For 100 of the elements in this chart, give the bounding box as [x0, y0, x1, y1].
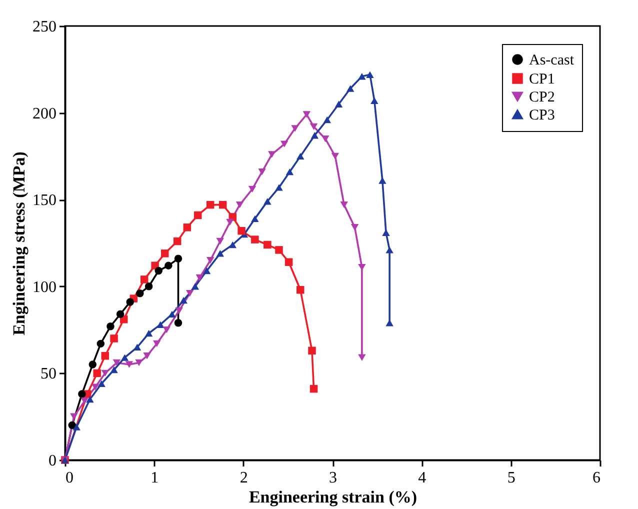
point	[321, 135, 330, 142]
point	[93, 369, 101, 378]
point	[226, 218, 234, 226]
point	[180, 296, 188, 304]
point	[80, 398, 88, 404]
point	[248, 186, 256, 193]
legend-label: CP1	[529, 72, 555, 88]
point	[175, 307, 184, 314]
point	[98, 380, 106, 387]
point	[296, 152, 304, 160]
point	[174, 318, 182, 327]
point	[70, 413, 78, 420]
point	[340, 201, 348, 208]
x-tick-label: 0	[66, 470, 74, 486]
point	[275, 184, 283, 191]
point	[216, 238, 224, 245]
point	[183, 224, 192, 232]
x-tick-label: 5	[507, 470, 516, 486]
point	[86, 396, 94, 403]
point	[136, 289, 144, 298]
point	[186, 290, 194, 297]
point	[268, 151, 276, 158]
x-axis-title: Engineering strain (%)	[248, 488, 418, 506]
point	[382, 229, 390, 236]
point	[72, 424, 80, 430]
point	[135, 359, 143, 366]
y-tick-label: 150	[32, 192, 56, 210]
point	[286, 168, 294, 176]
point	[143, 352, 151, 360]
point	[133, 344, 142, 351]
point	[160, 250, 169, 258]
point	[296, 286, 304, 294]
point	[110, 334, 118, 342]
point	[196, 274, 204, 282]
y-tick-label: 250	[32, 18, 56, 36]
x-tick-label: 3	[329, 470, 337, 486]
point	[302, 111, 311, 118]
point	[284, 258, 293, 266]
y-tick-label: 200	[32, 105, 56, 122]
point	[206, 200, 214, 209]
point	[110, 366, 118, 374]
point	[144, 282, 153, 290]
point	[258, 168, 266, 176]
point	[216, 250, 224, 257]
point	[275, 246, 283, 254]
point	[310, 384, 318, 393]
point	[350, 224, 359, 231]
point	[218, 200, 227, 209]
point	[112, 359, 121, 366]
point	[126, 298, 134, 306]
y-axis-title: Engineering stress (MPa)	[10, 152, 28, 336]
point	[236, 201, 244, 208]
y-tick-label: 0	[48, 452, 56, 470]
point	[238, 226, 246, 235]
y-tick-label: 100	[32, 278, 56, 296]
point	[334, 100, 343, 108]
point	[156, 321, 164, 328]
point	[358, 72, 366, 80]
point	[96, 340, 105, 348]
point	[386, 320, 394, 326]
point	[366, 71, 374, 78]
legend-label: CP3	[529, 108, 555, 124]
point	[164, 262, 172, 270]
point	[116, 310, 124, 318]
point	[264, 240, 272, 249]
point	[228, 241, 237, 248]
point	[202, 267, 211, 274]
x-tick-label: 1	[150, 470, 159, 486]
point	[173, 237, 182, 246]
point	[140, 276, 148, 284]
point	[310, 123, 318, 130]
point	[101, 352, 109, 360]
point	[78, 390, 86, 398]
point	[251, 215, 259, 222]
point	[101, 370, 109, 377]
y-tick-label: 50	[40, 366, 56, 383]
point	[144, 330, 153, 337]
point	[280, 140, 288, 148]
x-tick-label: 4	[418, 470, 426, 486]
point	[106, 322, 114, 330]
point	[308, 346, 316, 355]
point	[120, 354, 129, 361]
legend-label: CP2	[529, 90, 555, 106]
point	[358, 354, 366, 361]
point	[386, 246, 394, 254]
point	[168, 310, 176, 318]
point	[154, 266, 162, 275]
point	[88, 360, 97, 368]
point	[310, 132, 319, 139]
point	[68, 421, 76, 430]
point	[291, 125, 299, 132]
point	[323, 116, 332, 124]
point	[194, 211, 202, 220]
point	[331, 152, 340, 160]
x-tick-label: 2	[240, 470, 248, 486]
point	[191, 283, 200, 290]
x-tick-label: 6	[592, 470, 600, 486]
point	[162, 326, 171, 334]
point	[346, 85, 354, 92]
point	[370, 97, 378, 104]
